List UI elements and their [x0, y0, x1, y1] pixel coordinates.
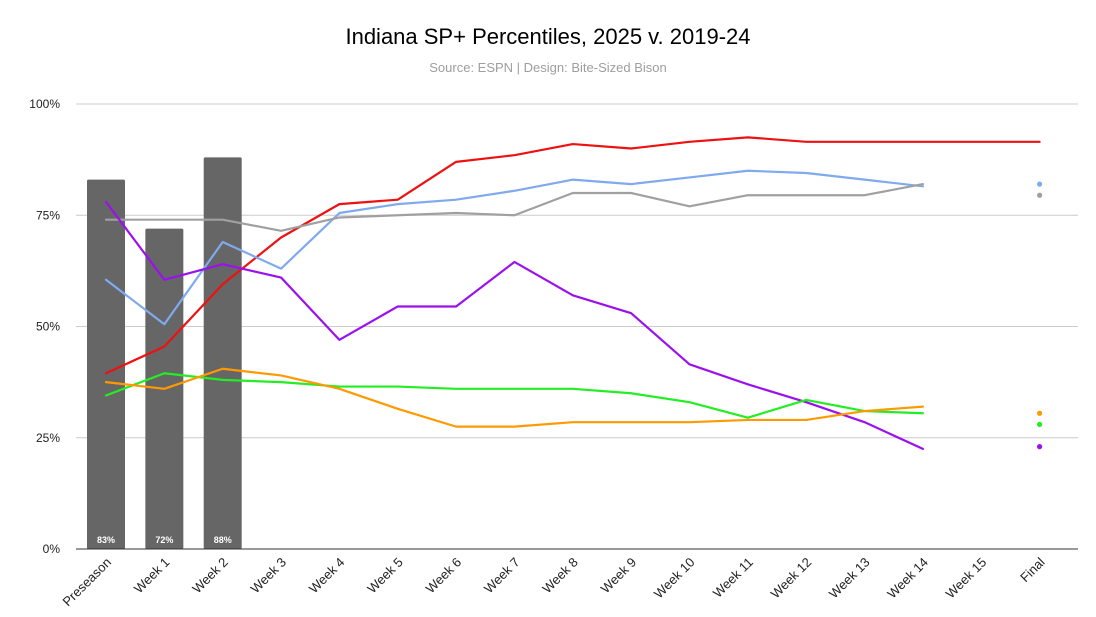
x-tick-label: Week 10 [651, 555, 698, 602]
bar-data-label: 83% [97, 535, 115, 545]
x-tick-label: Final [1017, 554, 1048, 585]
series-point-green [1037, 421, 1043, 427]
x-tick-label: Week 5 [364, 555, 406, 597]
x-tick-label: Week 6 [423, 555, 465, 597]
bar [203, 157, 242, 549]
x-tick-label: Week 15 [943, 555, 990, 602]
x-tick-label: Week 2 [189, 555, 231, 597]
x-tick-label: Week 1 [131, 555, 173, 597]
x-tick-label: Preseason [60, 555, 115, 610]
series-point-blue [1037, 181, 1043, 187]
x-tick-label: Week 9 [598, 555, 640, 597]
y-tick-label: 75% [36, 208, 60, 222]
x-tick-label: Week 7 [481, 555, 523, 597]
x-tick-label: Week 8 [539, 555, 581, 597]
x-tick-label: Week 4 [306, 555, 348, 597]
y-tick-label: 0% [43, 542, 61, 556]
y-tick-label: 25% [36, 431, 60, 445]
x-tick-label: Week 3 [248, 555, 290, 597]
chart-subtitle: Source: ESPN | Design: Bite-Sized Bison [429, 60, 667, 75]
chart-title: Indiana SP+ Percentiles, 2025 v. 2019-24 [345, 24, 751, 49]
series-line-purple [104, 200, 924, 450]
x-tick-label: Week 12 [768, 555, 815, 602]
series-lines [104, 136, 1043, 450]
series-point-purple [1037, 444, 1043, 450]
gridlines [76, 103, 1078, 439]
y-tick-label: 100% [29, 97, 60, 111]
axes: 0% 25% 50% 75% 100% Preseason Week 1 Week 2 Week… [29, 97, 1078, 609]
series-point-gray [1037, 192, 1043, 198]
y-tick-label: 50% [36, 320, 60, 334]
bars: 83% 72% 88% [87, 157, 242, 549]
x-tick-label: Week 13 [826, 555, 873, 602]
x-tick-label: Week 11 [710, 555, 756, 601]
series-line-orange [104, 367, 924, 428]
series-line-green [104, 372, 924, 419]
bar [87, 179, 125, 549]
x-tick-label: Week 14 [884, 555, 931, 602]
bar-data-label: 72% [155, 535, 173, 545]
series-line-blue [104, 169, 924, 326]
series-point-orange [1037, 410, 1043, 416]
series-line-red [104, 136, 1041, 375]
bar-data-label: 88% [214, 535, 232, 545]
series-line-gray [104, 183, 924, 232]
